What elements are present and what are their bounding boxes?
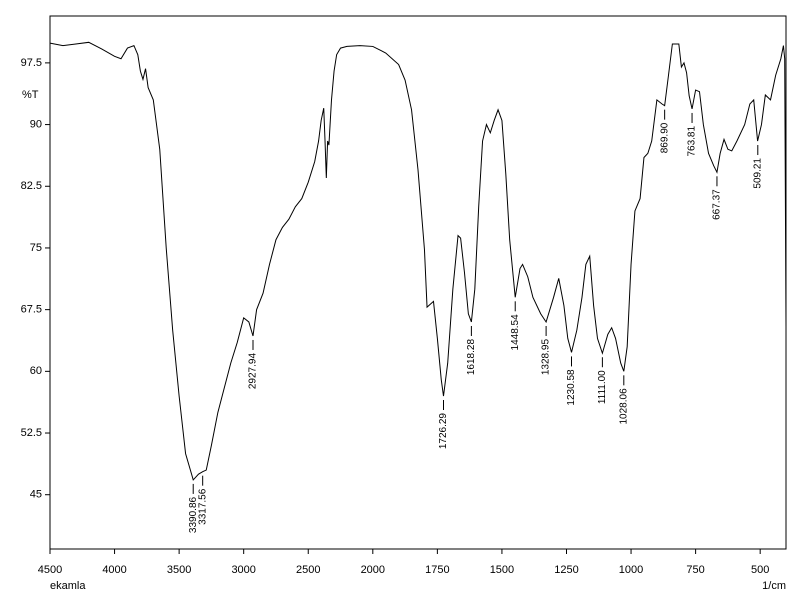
peak-label: 509.21 bbox=[752, 158, 763, 189]
x-tick-label: 2500 bbox=[296, 564, 320, 576]
y-tick-label: 90 bbox=[30, 118, 42, 130]
y-axis-label: %T bbox=[22, 89, 39, 101]
y-tick-label: 52.5 bbox=[21, 427, 42, 439]
peak-label: 667.37 bbox=[712, 189, 723, 220]
peak-label: 869.90 bbox=[659, 122, 670, 153]
x-tick-label: 1500 bbox=[490, 564, 514, 576]
x-tick-label: 1000 bbox=[619, 564, 643, 576]
x-tick-label: 1750 bbox=[425, 564, 449, 576]
peak-label: 1726.29 bbox=[438, 413, 449, 450]
plot-frame bbox=[49, 15, 787, 550]
spectrum-line bbox=[49, 41, 787, 481]
x-tick-label: 1250 bbox=[554, 564, 578, 576]
peak-label: 3390.86 bbox=[188, 496, 199, 533]
sample-name: ekamla bbox=[50, 580, 86, 592]
peak-label: 1328.95 bbox=[541, 339, 552, 376]
y-tick-label: 45 bbox=[30, 489, 42, 501]
x-tick-label: 750 bbox=[686, 564, 704, 576]
peak-label: 1111.00 bbox=[597, 370, 608, 404]
x-tick-label: 2000 bbox=[361, 564, 385, 576]
x-tick-label: 4000 bbox=[102, 564, 126, 576]
peak-label: 763.81 bbox=[687, 126, 698, 157]
x-tick-label: 4500 bbox=[38, 564, 62, 576]
y-tick-label: 67.5 bbox=[21, 304, 42, 316]
peak-label: 2927.94 bbox=[248, 353, 259, 390]
peak-label: 3317.56 bbox=[197, 488, 208, 525]
peak-label: 1028.06 bbox=[618, 388, 629, 425]
peak-label: 1618.28 bbox=[466, 339, 477, 376]
y-tick-label: 60 bbox=[30, 365, 42, 377]
y-tick-label: 82.5 bbox=[21, 180, 42, 192]
y-tick-label: 75 bbox=[30, 242, 42, 254]
y-tick-label: 97.5 bbox=[21, 57, 42, 69]
x-tick-label: 3000 bbox=[231, 564, 255, 576]
x-tick-label: 500 bbox=[751, 564, 769, 576]
x-axis-label: 1/cm bbox=[762, 580, 786, 592]
peak-label: 1230.58 bbox=[566, 369, 577, 406]
x-tick-label: 3500 bbox=[167, 564, 191, 576]
peak-label: 1448.54 bbox=[510, 314, 521, 351]
